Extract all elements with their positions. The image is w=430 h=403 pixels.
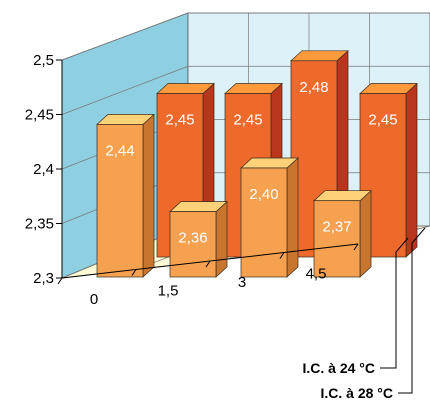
x-axis: 0 1,5 3 4,5 [57,243,359,308]
left-wall-gridline [61,65,189,115]
data-label: 2,36 [178,230,207,247]
y-tick-label: 2,45 [25,107,54,124]
series-label: I.C. à 24 °C [302,360,375,376]
bar-front-0: 2,44 [96,113,155,278]
bar-front-3-front [313,200,361,278]
bar-front-2-side [286,157,299,278]
y-tick-label: 2,5 [33,52,54,69]
bar-front-1-side [215,200,228,278]
data-label: 2,40 [249,186,278,203]
x-tick-label: 0 [90,291,98,308]
left-wall-gridline [61,12,189,61]
y-tick-label: 2,3 [33,270,54,287]
bar-front-1: 2,36 [169,200,228,278]
y-tick-label: 2,35 [25,216,54,233]
data-label: 2,45 [233,112,262,129]
x-tick-mark [353,243,359,251]
x-tick-mark [57,277,63,285]
y-axis: 2,3 2,35 2,4 2,45 2,5 [25,52,63,287]
bar-front-3: 2,37 [313,189,372,278]
data-label: 2,48 [299,79,328,96]
x-tick-mark [279,252,285,259]
data-label: 2,37 [322,219,351,236]
series-label-connector [398,227,426,394]
series-labels: I.C. à 24 °C I.C. à 28 °C [302,227,426,401]
series-label: I.C. à 28 °C [320,385,393,401]
x-tick-label: 3 [238,274,246,291]
bar-front-0-front [96,124,144,278]
data-label: 2,44 [105,142,134,159]
x-tick-mark [131,269,137,276]
data-label: 2,45 [368,112,397,129]
x-tick-mark [205,260,211,268]
series-label-connector [380,237,409,369]
y-tick-label: 2,4 [33,161,54,178]
bar-front-2-front [240,167,288,278]
x-tick-label: 1,5 [158,282,179,299]
bar-front-0-side [142,113,155,278]
bar-back-3-side [405,82,418,258]
x-tick-label: 4,5 [306,265,327,282]
data-label: 2,45 [165,112,194,129]
series-front-bars: 2,44 2,36 2,40 2,37 [96,113,372,278]
bar-front-3-side [359,189,372,278]
bar-front-2: 2,40 [240,157,299,278]
bar-front-1-front [169,211,217,278]
